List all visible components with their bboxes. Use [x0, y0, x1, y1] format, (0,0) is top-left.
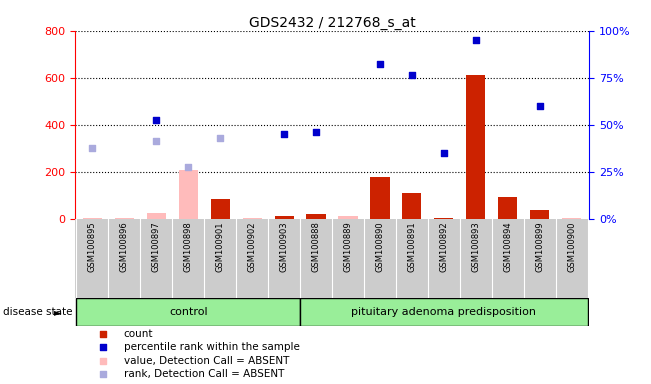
- Bar: [178, 218, 198, 219]
- Bar: [466, 75, 486, 219]
- Point: [534, 103, 545, 109]
- Text: GSM100892: GSM100892: [439, 222, 449, 272]
- Text: GSM100898: GSM100898: [184, 222, 193, 272]
- Text: GSM100895: GSM100895: [88, 222, 97, 272]
- Text: control: control: [169, 307, 208, 317]
- Point: [215, 135, 225, 141]
- Text: GSM100901: GSM100901: [215, 222, 225, 272]
- Text: count: count: [124, 329, 153, 339]
- Bar: [76, 298, 300, 326]
- Text: GSM100890: GSM100890: [376, 222, 385, 272]
- Point: [98, 344, 108, 351]
- Text: rank, Detection Call = ABSENT: rank, Detection Call = ABSENT: [124, 369, 284, 379]
- Bar: [339, 215, 357, 219]
- Point: [407, 72, 417, 78]
- Text: percentile rank within the sample: percentile rank within the sample: [124, 343, 299, 353]
- Text: GSM100888: GSM100888: [312, 222, 320, 272]
- Bar: [243, 218, 262, 219]
- Text: pituitary adenoma predisposition: pituitary adenoma predisposition: [352, 307, 536, 317]
- Point: [279, 131, 289, 137]
- Point: [311, 129, 321, 135]
- Text: GSM100889: GSM100889: [344, 222, 352, 272]
- Title: GDS2432 / 212768_s_at: GDS2432 / 212768_s_at: [249, 16, 415, 30]
- Text: GSM100893: GSM100893: [471, 222, 480, 272]
- Bar: [370, 177, 389, 219]
- Bar: [402, 193, 421, 219]
- Point: [375, 61, 385, 67]
- Text: GSM100903: GSM100903: [279, 222, 288, 272]
- Bar: [530, 210, 549, 219]
- Point: [98, 358, 108, 364]
- Bar: [115, 218, 134, 219]
- Text: GSM100896: GSM100896: [120, 222, 129, 272]
- Point: [98, 331, 108, 338]
- Bar: [434, 218, 453, 219]
- Text: GSM100897: GSM100897: [152, 222, 161, 272]
- Point: [151, 117, 161, 123]
- Text: GSM100900: GSM100900: [567, 222, 576, 272]
- Bar: [83, 218, 102, 219]
- Bar: [146, 213, 166, 219]
- Bar: [178, 170, 198, 219]
- Point: [439, 150, 449, 156]
- Text: GSM100894: GSM100894: [503, 222, 512, 272]
- Text: GSM100891: GSM100891: [408, 222, 417, 272]
- Text: ►: ►: [54, 307, 62, 317]
- Point: [183, 164, 193, 170]
- Bar: [211, 199, 230, 219]
- Point: [87, 146, 98, 152]
- Text: value, Detection Call = ABSENT: value, Detection Call = ABSENT: [124, 356, 289, 366]
- Bar: [498, 197, 518, 219]
- Point: [151, 138, 161, 144]
- Text: disease state: disease state: [3, 307, 73, 317]
- Bar: [275, 215, 294, 219]
- Point: [471, 37, 481, 43]
- Bar: [300, 298, 588, 326]
- Text: GSM100902: GSM100902: [247, 222, 256, 272]
- Point: [98, 371, 108, 377]
- Bar: [307, 214, 326, 219]
- Text: GSM100899: GSM100899: [535, 222, 544, 272]
- Bar: [562, 218, 581, 219]
